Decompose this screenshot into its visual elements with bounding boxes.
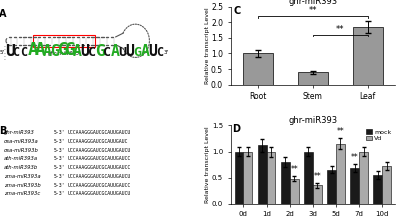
Text: zma-miR393b: zma-miR393b: [4, 182, 41, 187]
Text: ghr-miR393: ghr-miR393: [4, 130, 35, 135]
Text: A: A: [141, 44, 150, 59]
Text: UCCAAAGGGAUCGCAUUGAUCC: UCCAAAGGGAUCGCAUUGAUCC: [68, 165, 131, 170]
Text: C: C: [103, 46, 111, 59]
Bar: [290, 179, 298, 204]
Text: ghr-miR393: ghr-miR393: [48, 51, 80, 56]
Text: C: C: [88, 46, 96, 59]
Title: ghr-miR393: ghr-miR393: [288, 0, 337, 6]
Text: UCCAAAGGGAUCGCAUUGAUCU: UCCAAAGGGAUCGCAUUGAUCU: [68, 148, 131, 153]
Text: UCCAAAGGGAUCGCAUUGAUC: UCCAAAGGGAUCGCAUUGAUC: [68, 139, 128, 144]
Text: A: A: [111, 44, 119, 59]
Text: 5-3': 5-3': [53, 182, 65, 187]
Bar: [235, 152, 243, 204]
Text: 5-3': 5-3': [53, 139, 65, 144]
Text: C: C: [233, 6, 241, 16]
Text: B: B: [0, 126, 6, 136]
Text: zma-miR393c: zma-miR393c: [4, 191, 40, 196]
Bar: [359, 152, 368, 204]
Text: A: A: [35, 41, 46, 59]
Bar: [336, 144, 345, 204]
Text: **: **: [336, 127, 344, 136]
Bar: [243, 152, 252, 204]
Text: UCCAAAGGGAUCGCAUUGAUCU: UCCAAAGGGAUCGCAUUGAUCU: [68, 191, 131, 196]
Text: **: **: [313, 172, 321, 181]
Text: 5': 5': [0, 50, 5, 55]
Text: G: G: [133, 46, 141, 59]
Text: ath-miR393a: ath-miR393a: [4, 156, 38, 161]
Y-axis label: Relative transcript Level: Relative transcript Level: [205, 7, 210, 84]
Text: C: C: [20, 46, 27, 59]
Text: A: A: [28, 41, 38, 59]
Text: 5-3': 5-3': [53, 174, 65, 179]
Text: **: **: [336, 25, 344, 34]
Text: A: A: [73, 44, 82, 59]
Text: osa-miR393b: osa-miR393b: [4, 148, 39, 153]
Text: zma-miR393a: zma-miR393a: [4, 174, 41, 179]
Text: U: U: [126, 44, 135, 59]
Text: UCCAAAGGGAUCGCAUUGAUCU: UCCAAAGGGAUCGCAUUGAUCU: [68, 130, 131, 135]
Text: 5-3': 5-3': [53, 165, 65, 170]
Text: 5-3': 5-3': [53, 191, 65, 196]
Text: **: **: [351, 153, 358, 162]
Text: G: G: [95, 44, 105, 59]
Bar: [298, 72, 328, 85]
Text: U: U: [148, 44, 158, 59]
Text: 5-3': 5-3': [53, 148, 65, 153]
Text: G: G: [50, 44, 59, 59]
Text: D: D: [232, 124, 240, 134]
Text: ath-miR393b: ath-miR393b: [4, 165, 38, 170]
Text: U: U: [5, 44, 15, 59]
Bar: [281, 162, 290, 204]
Text: UCCAAAGGGAUCGCAUUGAUCU: UCCAAAGGGAUCGCAUUGAUCU: [68, 174, 131, 179]
Bar: [352, 27, 383, 85]
Text: 5-3': 5-3': [53, 130, 65, 135]
Text: A: A: [0, 9, 6, 19]
Bar: [382, 166, 391, 204]
Bar: [258, 145, 267, 204]
Bar: [304, 152, 313, 204]
Text: G: G: [58, 41, 69, 59]
Text: U: U: [118, 46, 126, 59]
Text: C: C: [156, 46, 163, 59]
Bar: [373, 175, 382, 204]
Bar: [267, 152, 275, 204]
Text: A: A: [43, 44, 52, 59]
Bar: [243, 53, 273, 85]
Text: 3': 3': [164, 50, 168, 55]
Text: 5-3': 5-3': [53, 156, 65, 161]
Bar: [350, 168, 359, 204]
Legend: mock, Vd: mock, Vd: [366, 129, 392, 142]
Bar: [313, 185, 322, 204]
Title: ghr-miR393: ghr-miR393: [288, 116, 337, 125]
Text: UCCAAAGGGAUCGCAUUGAUCC: UCCAAAGGGAUCGCAUUGAUCC: [68, 156, 131, 161]
Bar: [327, 170, 336, 204]
Text: UCCAAAGGGAUCGCAUUGAUCC: UCCAAAGGGAUCGCAUUGAUCC: [68, 182, 131, 187]
Y-axis label: Relative transcript Level: Relative transcript Level: [205, 126, 211, 203]
Text: osa-miR393a: osa-miR393a: [4, 139, 39, 144]
Text: **: **: [290, 165, 298, 174]
Text: U: U: [80, 44, 89, 59]
Text: C: C: [12, 46, 20, 59]
Text: **: **: [309, 6, 317, 15]
Text: G: G: [65, 41, 76, 59]
